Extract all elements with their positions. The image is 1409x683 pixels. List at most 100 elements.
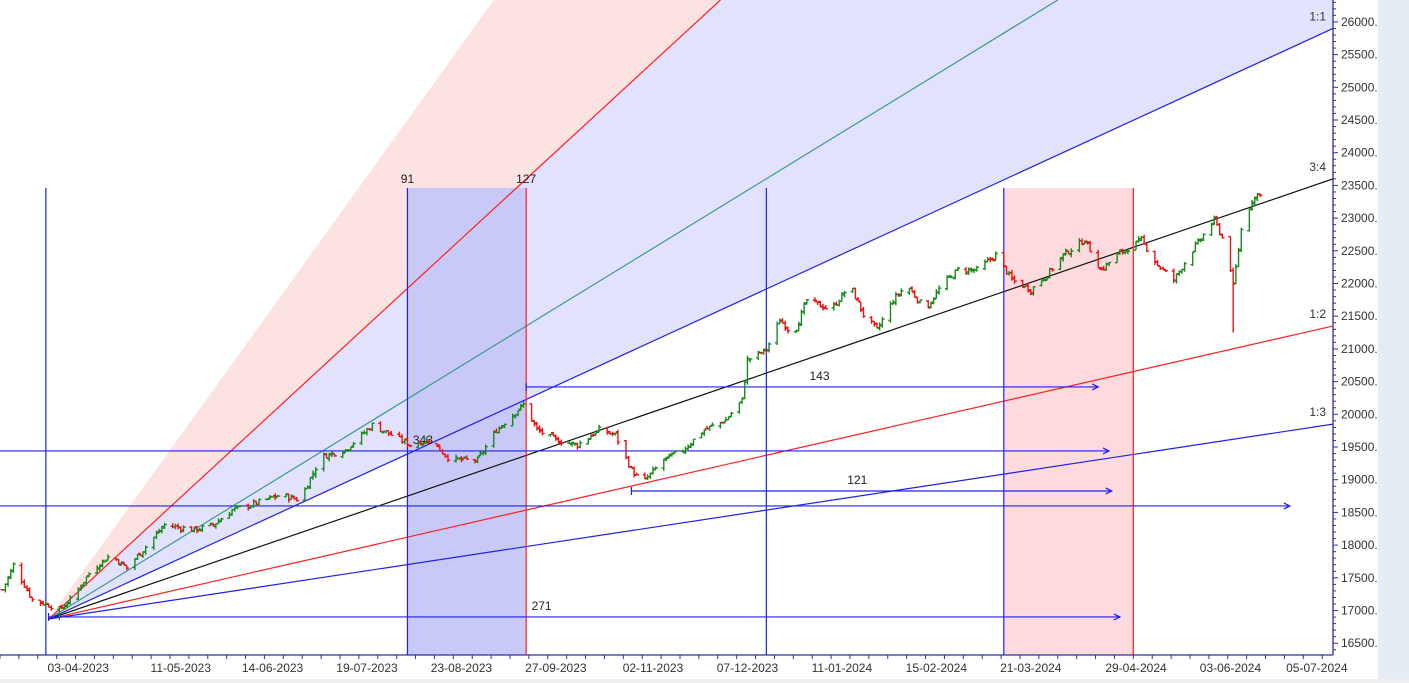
x-tick-label: 29-04-2024: [1105, 661, 1167, 675]
x-tick-label: 07-12-2023: [717, 661, 779, 675]
y-tick-label: 21000.00: [1341, 342, 1378, 356]
y-tick-label: 16500.00: [1341, 636, 1378, 650]
price-bar: [702, 429, 707, 436]
price-bar: [1255, 193, 1260, 202]
price-bar: [502, 423, 507, 429]
measure-arrow-label: 271: [532, 599, 552, 613]
y-tick-label: 17500.00: [1341, 571, 1378, 585]
price-bar: [669, 452, 675, 457]
price-bar: [532, 420, 537, 427]
time-cycle-lines: [45, 187, 1134, 655]
y-tick-label: 19000.00: [1341, 473, 1378, 487]
price-bar: [831, 301, 836, 311]
scrollbar[interactable]: [1378, 0, 1409, 683]
price-bar: [934, 289, 939, 299]
price-bar: [491, 430, 497, 448]
price-bar: [890, 299, 896, 305]
price-bar: [661, 458, 667, 471]
price-bar: [1001, 252, 1006, 268]
y-tick-label: 21500.00: [1341, 309, 1378, 323]
price-bar: [853, 287, 858, 300]
price-bar: [737, 401, 742, 414]
price-bar: [993, 251, 998, 262]
price-bar: [747, 358, 753, 363]
price-bar: [594, 430, 599, 435]
price-bar: [1136, 235, 1141, 243]
price-bar: [842, 290, 847, 298]
price-bar: [181, 525, 186, 533]
price-bar: [766, 342, 772, 353]
y-tick-label: 26000.00: [1341, 15, 1378, 29]
price-bar: [162, 522, 167, 529]
price-bar: [1230, 267, 1236, 333]
price-bar: [761, 348, 766, 355]
y-tick-label: 22000.00: [1341, 277, 1378, 291]
price-bar: [154, 530, 159, 540]
y-tick-label: 18500.00: [1341, 505, 1378, 519]
price-bar: [537, 425, 542, 434]
price-bar: [294, 496, 300, 502]
price-bar: [553, 434, 559, 441]
price-bar: [94, 565, 100, 574]
price-bar: [499, 424, 505, 430]
price-bar: [1028, 289, 1033, 295]
gann-line-label: 3:4: [1309, 160, 1326, 174]
price-bar: [861, 306, 866, 318]
price-bar: [1141, 234, 1147, 245]
gann-fan-labels: 1:1 3:4 1:2 1:3: [1309, 9, 1326, 419]
price-bar: [963, 267, 969, 275]
price-bar: [65, 601, 70, 609]
shaded-range: [1003, 187, 1134, 655]
arrow-head-icon: [1105, 487, 1114, 495]
price-bar: [78, 584, 84, 591]
y-axis: 16500.00 17000.00 17500.00 18000.00 18500.00…: [1332, 0, 1378, 655]
shaded-time-ranges: [407, 187, 1134, 655]
price-bar: [858, 301, 863, 313]
price-bar: [680, 449, 685, 453]
y-tick-label: 24000.00: [1341, 146, 1378, 160]
price-bar: [1228, 235, 1233, 273]
gann-line-label: 1:3: [1309, 405, 1326, 419]
price-bar: [820, 303, 826, 311]
price-bar: [783, 320, 788, 331]
price-bar: [739, 397, 745, 404]
price-bar: [720, 422, 726, 424]
price-bar: [1066, 250, 1071, 255]
price-bar: [232, 507, 237, 512]
price-bar: [966, 267, 971, 275]
price-bar: [591, 433, 596, 437]
price-bar: [1117, 249, 1123, 256]
price-bar: [464, 455, 470, 460]
price-bar: [1050, 268, 1055, 272]
price-bar: [264, 498, 270, 501]
price-bar: [928, 301, 934, 309]
price-bar: [103, 560, 108, 563]
price-bar: [575, 442, 580, 450]
gann-zone-blue: [48, 0, 1333, 620]
price-bar: [84, 576, 89, 586]
price-bar: [950, 276, 955, 279]
price-bar: [642, 472, 648, 480]
price-bar: [100, 559, 105, 568]
gann-line-label: 1:1: [1309, 9, 1326, 23]
price-bar: [426, 439, 432, 445]
price-bar: [742, 380, 747, 400]
y-tick-label: 20500.00: [1341, 375, 1378, 389]
price-bar: [1163, 269, 1168, 272]
gann-line: [48, 27, 1333, 620]
gann-line: [48, 423, 1333, 620]
price-bar: [850, 287, 855, 293]
price-bar: [666, 453, 672, 459]
price-bar: [534, 421, 540, 431]
price-bar: [348, 446, 353, 452]
price-bar: [969, 267, 974, 273]
price-bar: [907, 287, 912, 295]
price-bar: [1042, 278, 1047, 281]
price-bar: [416, 441, 421, 448]
price-bar: [839, 292, 845, 303]
price-bar: [1152, 250, 1158, 265]
price-bar: [1252, 196, 1257, 206]
price-bar: [812, 297, 818, 303]
price-bar: [456, 458, 461, 460]
